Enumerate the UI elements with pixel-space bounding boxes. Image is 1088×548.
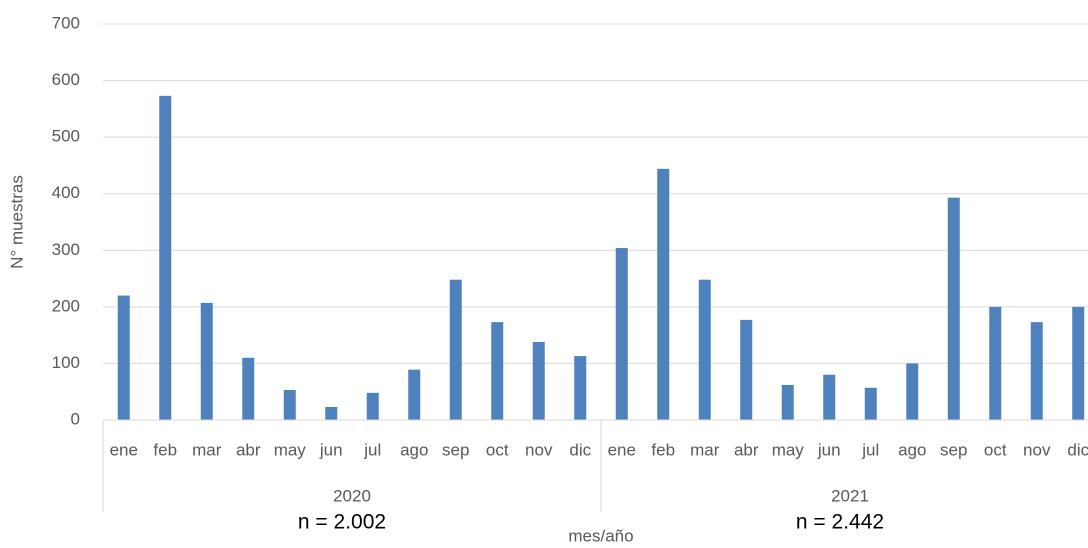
bar xyxy=(1030,322,1043,420)
y-tick-label: 500 xyxy=(52,127,80,146)
annotation: n = 2.002 xyxy=(298,511,386,534)
x-tick-label: ene xyxy=(608,440,636,459)
group-label: 2021 xyxy=(831,486,869,505)
bar xyxy=(242,357,255,420)
x-tick-label: ago xyxy=(898,440,926,459)
bar xyxy=(698,279,711,420)
bar xyxy=(408,369,421,420)
y-tick-label: 200 xyxy=(52,296,80,315)
y-axis-title: N° muestras xyxy=(7,175,26,269)
bar xyxy=(823,374,836,420)
x-tick-label: oct xyxy=(486,440,509,459)
x-tick-label: jun xyxy=(319,440,343,459)
x-tick-label: may xyxy=(274,440,307,459)
x-tick-label: jun xyxy=(817,440,841,459)
x-tick-label: nov xyxy=(1023,440,1051,459)
bar xyxy=(449,279,462,420)
y-tick-label: 700 xyxy=(52,13,80,32)
x-tick-label: mar xyxy=(690,440,720,459)
x-tick-label: jul xyxy=(363,440,381,459)
x-tick-label: dic xyxy=(569,440,591,459)
x-tick-label: may xyxy=(772,440,805,459)
x-tick-label: dic xyxy=(1067,440,1088,459)
bar xyxy=(366,392,379,420)
y-tick-label: 400 xyxy=(52,183,80,202)
bar xyxy=(200,302,213,420)
bar xyxy=(117,295,130,420)
x-tick-label: abr xyxy=(236,440,261,459)
bar xyxy=(864,387,877,420)
bar xyxy=(574,356,587,420)
bar xyxy=(283,390,296,420)
bar xyxy=(781,384,794,420)
bar xyxy=(989,306,1002,420)
x-tick-label: abr xyxy=(734,440,759,459)
x-tick-label: sep xyxy=(442,440,469,459)
bar xyxy=(657,168,670,420)
x-tick-label: ene xyxy=(110,440,138,459)
bar xyxy=(325,406,338,420)
y-tick-label: 0 xyxy=(71,409,80,428)
bar xyxy=(491,322,504,420)
y-tick-label: 100 xyxy=(52,353,80,372)
x-tick-label: feb xyxy=(153,440,177,459)
bar xyxy=(615,248,628,420)
bar xyxy=(740,319,753,420)
x-tick-label: jul xyxy=(861,440,879,459)
x-axis-title: mes/año xyxy=(568,526,633,545)
annotation: n = 2.442 xyxy=(796,511,884,534)
y-tick-label: 600 xyxy=(52,70,80,89)
bar xyxy=(906,363,919,420)
x-tick-label: oct xyxy=(984,440,1007,459)
x-tick-label: mar xyxy=(192,440,222,459)
y-tick-label: 300 xyxy=(52,240,80,259)
bar xyxy=(1072,306,1085,420)
x-tick-label: sep xyxy=(940,440,967,459)
x-tick-label: ago xyxy=(400,440,428,459)
x-tick-label: nov xyxy=(525,440,553,459)
bar xyxy=(532,341,545,420)
bar xyxy=(159,95,172,421)
x-tick-label: feb xyxy=(651,440,675,459)
bar xyxy=(947,197,960,420)
group-label: 2020 xyxy=(333,486,371,505)
